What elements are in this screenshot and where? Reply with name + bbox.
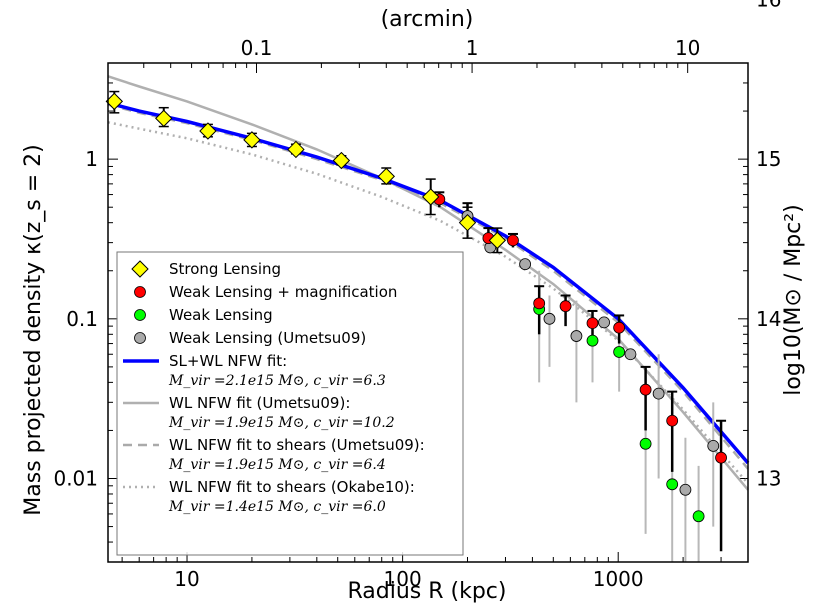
top-tick-label: 0.1 bbox=[241, 36, 273, 60]
strong-lensing-point bbox=[155, 109, 173, 128]
umetsu09-point bbox=[707, 440, 720, 452]
strong-lensing-point bbox=[287, 140, 305, 159]
x-tick-label: 10 bbox=[174, 567, 199, 591]
right-tick-label: 13 bbox=[756, 467, 781, 491]
wl-magnification-point bbox=[715, 451, 727, 464]
legend-label: Strong Lensing bbox=[169, 260, 281, 278]
strong-lensing-point bbox=[105, 92, 124, 111]
weak-lensing-point bbox=[692, 510, 705, 523]
weak-lensing-point bbox=[586, 334, 599, 347]
umetsu09-point bbox=[679, 483, 692, 496]
y-axis-title: Mass projected density κ(z_s = 2) bbox=[21, 144, 46, 515]
x-tick-label: 100 bbox=[384, 567, 422, 591]
umetsu09-point bbox=[624, 348, 637, 361]
data-points bbox=[105, 92, 727, 523]
right-tick-label: 16 bbox=[756, 0, 781, 11]
umetsu09-point bbox=[652, 387, 665, 400]
right-tick-label: 14 bbox=[756, 307, 781, 331]
strong-lensing-point bbox=[458, 213, 477, 232]
legend-label: SL+WL NFW fit: bbox=[169, 352, 287, 370]
wl-magnification-point bbox=[613, 321, 626, 334]
legend: Strong Lensing Weak Lensing + magnificati… bbox=[116, 251, 464, 556]
wl-magnification-point bbox=[559, 300, 572, 313]
wl-magnification-point bbox=[586, 317, 599, 330]
strong-lensing-point bbox=[243, 131, 261, 149]
weak-lensing-point bbox=[666, 478, 679, 491]
wl-magnification-point bbox=[507, 234, 519, 247]
legend-params: M_vir =1.9e15 M⊙, c_vir =6.4 bbox=[168, 457, 386, 473]
top-axis-title: (arcmin) bbox=[381, 7, 474, 32]
umetsu09-point bbox=[570, 330, 583, 342]
y-tick-label: 0.01 bbox=[53, 467, 98, 491]
legend-label: Weak Lensing (Umetsu09) bbox=[169, 329, 366, 347]
tick-layer: 10 100 1000 0.1 1 10 0.01 0.1 1 13 14 15 16 bbox=[53, 0, 781, 591]
umetsu09-point bbox=[543, 312, 556, 325]
legend-box bbox=[116, 251, 464, 556]
strong-lensing-point bbox=[422, 188, 440, 206]
weak-lensing-point bbox=[613, 346, 626, 358]
wl-magnification-point bbox=[533, 297, 546, 310]
strong-lensing-point bbox=[488, 231, 507, 250]
right-axis-title: log10(M⊙ / Mpc²) bbox=[781, 204, 806, 395]
fit-curve bbox=[107, 121, 749, 485]
plot-frame bbox=[107, 62, 749, 563]
legend-label: Weak Lensing + magnification bbox=[169, 283, 397, 301]
y-tick-label: 0.1 bbox=[66, 307, 98, 331]
legend-params: M_vir =1.4e15 M⊙, c_vir =6.0 bbox=[168, 499, 386, 515]
legend-params: M_vir =1.9e15 M⊙, c_vir =10.2 bbox=[168, 415, 395, 431]
legend-circle-marker bbox=[134, 286, 146, 298]
top-tick-label: 1 bbox=[466, 36, 479, 60]
right-tick-label: 15 bbox=[756, 147, 781, 171]
legend-circle-marker bbox=[134, 309, 146, 321]
strong-lensing-point bbox=[377, 167, 395, 186]
weak-lensing-point bbox=[639, 437, 652, 450]
x-axis-title: Radius R (kpc) bbox=[347, 579, 506, 604]
umetsu09-point bbox=[598, 316, 610, 329]
legend-label: WL NFW fit to shears (Okabe10): bbox=[169, 478, 415, 496]
wl-magnification-point bbox=[666, 414, 679, 427]
y-tick-label: 1 bbox=[85, 147, 98, 171]
legend-strong-marker bbox=[131, 260, 149, 278]
top-tick-label: 10 bbox=[675, 36, 700, 60]
fit-curve bbox=[107, 101, 750, 465]
x-tick-label: 1000 bbox=[593, 567, 644, 591]
strong-lensing-point bbox=[332, 151, 351, 170]
umetsu09-point bbox=[519, 258, 532, 271]
legend-label: Weak Lensing bbox=[169, 306, 273, 324]
legend-circle-marker bbox=[134, 332, 146, 344]
legend-params: M_vir =2.1e15 M⊙, c_vir =6.3 bbox=[168, 373, 386, 389]
legend-label: WL NFW fit to shears (Umetsu09): bbox=[169, 436, 425, 454]
wl-magnification-point bbox=[639, 383, 652, 396]
legend-label: WL NFW fit (Umetsu09): bbox=[169, 394, 350, 412]
strong-lensing-point bbox=[199, 122, 217, 140]
